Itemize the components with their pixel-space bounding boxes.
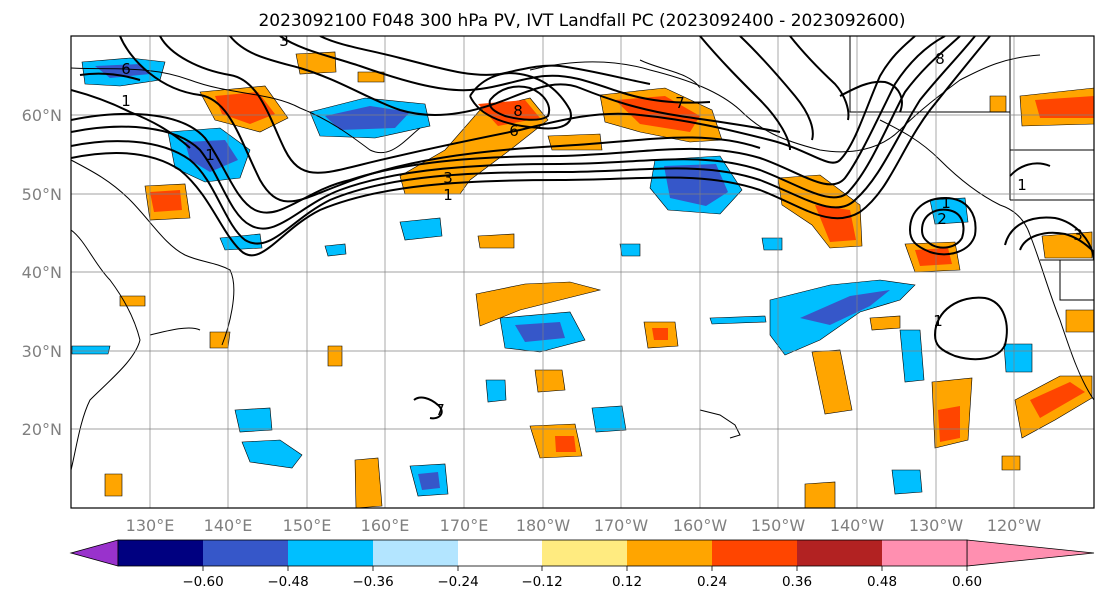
lon-label: 140°W <box>830 516 885 535</box>
colorbar-ticks <box>202 566 968 571</box>
colorbar-frame <box>117 539 968 567</box>
colorbar-segment <box>288 540 373 566</box>
lon-label: 180°W <box>516 516 571 535</box>
map-content: 6 1 8 6 3 1 7 8 3 1 1 2 1 3 7 1 <box>71 32 1094 508</box>
lon-label: 130°E <box>126 516 175 535</box>
lon-label: 120°W <box>987 516 1042 535</box>
colorbar-tick-label: 0.48 <box>867 574 897 590</box>
colorbar-segment <box>627 540 712 566</box>
colorbar-tick-label: −0.60 <box>182 574 223 590</box>
lon-label: 150°E <box>283 516 332 535</box>
lon-label: 140°E <box>204 516 253 535</box>
lon-label: 160°W <box>673 516 728 535</box>
lat-label-40n: 40°N <box>22 263 62 282</box>
lon-label: 150°W <box>751 516 806 535</box>
colorbar-tick-label: 0.60 <box>952 574 982 590</box>
pv-contours <box>71 36 1094 420</box>
negative-anomaly-patches <box>71 57 1033 497</box>
colorbar-tick-label: −0.12 <box>521 574 562 590</box>
contour-label: 7 <box>675 94 685 112</box>
colorbar-tick-label: 0.24 <box>697 574 727 590</box>
contour-label: 1 <box>933 312 943 330</box>
colorbar: −0.60 −0.48 −0.36 −0.24 −0.12 0.12 0.24 … <box>69 539 1095 590</box>
contour-label: 3 <box>279 32 289 50</box>
coastlines <box>71 36 1094 471</box>
contour-label: 3 <box>443 169 453 187</box>
colorbar-segment <box>203 540 288 566</box>
colorbar-segment <box>118 540 203 566</box>
lat-label-50n: 50°N <box>22 185 62 204</box>
contour-label: 1 <box>1017 176 1027 194</box>
colorbar-segment <box>373 540 458 566</box>
colorbar-tick-label: 0.12 <box>612 574 642 590</box>
colorbar-segment <box>882 540 967 566</box>
colorbar-min-extension <box>69 539 119 567</box>
contour-label: 1 <box>205 146 215 164</box>
contour-label: 1 <box>121 92 131 110</box>
map-frame <box>70 35 1095 509</box>
colorbar-tick-label: 0.36 <box>782 574 812 590</box>
lon-label: 170°W <box>594 516 649 535</box>
figure-title: 2023092100 F048 300 hPa PV, IVT Landfall… <box>258 11 905 31</box>
lon-label: 130°W <box>909 516 964 535</box>
lat-label-20n: 20°N <box>22 420 62 439</box>
pc-shading <box>71 51 1094 508</box>
lat-label-30n: 30°N <box>22 342 62 361</box>
map-panel: 6 1 8 6 3 1 7 8 3 1 1 2 1 3 7 1 <box>70 32 1095 509</box>
latitude-labels: 60°N 50°N 40°N 30°N 20°N <box>22 106 62 439</box>
colorbar-segment <box>797 540 882 566</box>
colorbar-tick-label: −0.48 <box>267 574 308 590</box>
colorbar-tick-label: −0.24 <box>437 574 478 590</box>
gridlines <box>71 36 1094 508</box>
colorbar-tick-label: −0.36 <box>352 574 393 590</box>
contour-label: 3 <box>1073 226 1083 244</box>
contour-label: 8 <box>935 50 945 68</box>
contour-label: 2 <box>937 210 947 228</box>
contour-label: 1 <box>941 194 951 212</box>
positive-anomaly-patches <box>104 51 1094 508</box>
lat-label-60n: 60°N <box>22 106 62 125</box>
colorbar-segment <box>542 540 627 566</box>
colorbar-segment <box>712 540 797 566</box>
contour-labels: 6 1 8 6 3 1 7 8 3 1 1 2 1 3 7 1 <box>121 32 1083 419</box>
colorbar-max-extension <box>966 539 1095 567</box>
lon-label: 160°E <box>361 516 410 535</box>
contour-label: 8 <box>513 102 523 120</box>
lon-label: 170°E <box>440 516 489 535</box>
contour-label: 7 <box>435 401 445 419</box>
contour-label: 1 <box>443 186 453 204</box>
longitude-labels: 130°E 140°E 150°E 160°E 170°E 180°W 170°… <box>126 516 1042 535</box>
contour-label: 6 <box>121 60 131 78</box>
colorbar-segment <box>458 540 542 566</box>
contour-label: 6 <box>509 122 519 140</box>
